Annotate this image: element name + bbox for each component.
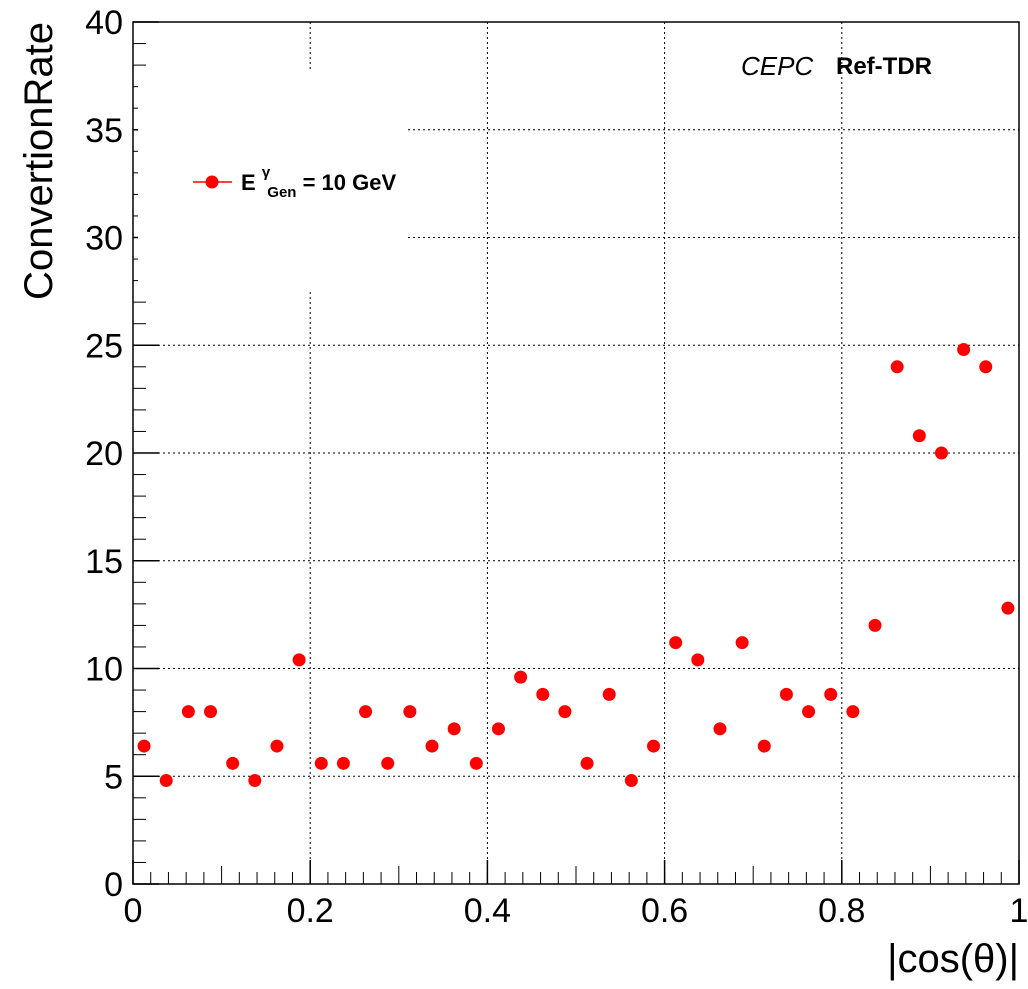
legend: E γ Gen = 10 GeV [138, 72, 408, 290]
data-point [802, 705, 816, 719]
x-tick-label: 0 [124, 892, 143, 930]
data-point [381, 756, 395, 770]
y-tick-label: 15 [85, 543, 123, 581]
legend-label-sub: Gen [267, 184, 296, 201]
data-point [647, 739, 661, 753]
data-point [226, 756, 240, 770]
data-point [469, 756, 483, 770]
data-point [270, 739, 284, 753]
x-tick-label: 0.8 [818, 892, 865, 930]
data-point [824, 687, 838, 701]
data-point [425, 739, 439, 753]
data-point [336, 756, 350, 770]
series-points [137, 343, 1015, 788]
data-point [580, 756, 594, 770]
data-point [292, 653, 306, 667]
data-point [735, 636, 749, 650]
data-point [159, 774, 173, 788]
data-point [137, 739, 151, 753]
x-tick-label: 1 [1010, 892, 1028, 930]
legend-background [138, 72, 408, 290]
data-point [204, 705, 218, 719]
y-tick-label: 25 [85, 327, 123, 365]
x-tick-label: 0.2 [287, 892, 334, 930]
data-point [669, 636, 683, 650]
data-point [846, 705, 860, 719]
data-point [248, 774, 262, 788]
data-point [757, 739, 771, 753]
data-point [359, 705, 373, 719]
data-point [403, 705, 417, 719]
y-tick-label: 35 [85, 112, 123, 150]
data-point [779, 687, 793, 701]
data-point [602, 687, 616, 701]
data-point [934, 446, 948, 460]
legend-marker [205, 175, 219, 189]
data-point [181, 705, 195, 719]
y-tick-label: 0 [104, 866, 123, 904]
annotation-experiment: CEPC [741, 51, 813, 81]
data-point [691, 653, 705, 667]
y-tick-label: 10 [85, 651, 123, 689]
data-point [713, 722, 727, 736]
data-point [536, 687, 550, 701]
y-tick-label: 30 [85, 220, 123, 258]
data-point [624, 774, 638, 788]
x-tick-labels: 0 0.2 0.4 0.6 0.8 1 [124, 892, 1028, 930]
data-point [1001, 601, 1015, 615]
x-tick-label: 0.4 [464, 892, 511, 930]
legend-label-main: E [241, 170, 256, 195]
y-tick-labels: 0 5 10 15 20 25 30 35 40 [85, 4, 123, 904]
y-tick-label: 20 [85, 435, 123, 473]
legend-label-sup: γ [262, 164, 271, 181]
legend-label-rest: = 10 GeV [303, 170, 397, 195]
data-point [491, 722, 505, 736]
y-tick-label: 40 [85, 4, 123, 42]
y-tick-label: 5 [104, 758, 123, 796]
y-axis-label: ConvertionRate [17, 22, 61, 300]
data-point [868, 618, 882, 632]
x-axis-label: |cos(θ)| [887, 937, 1019, 981]
grid [133, 22, 1019, 884]
annotation-tag: Ref-TDR [836, 53, 932, 80]
legend-label: E γ Gen = 10 GeV [241, 157, 396, 202]
data-point [558, 705, 572, 719]
data-point [314, 756, 328, 770]
x-tick-label: 0.6 [641, 892, 688, 930]
data-point [514, 670, 528, 684]
data-point [957, 343, 971, 357]
data-point [912, 429, 926, 443]
annotation: CEPC Ref-TDR [741, 51, 932, 81]
data-point [979, 360, 993, 374]
data-point [890, 360, 904, 374]
data-point [447, 722, 461, 736]
